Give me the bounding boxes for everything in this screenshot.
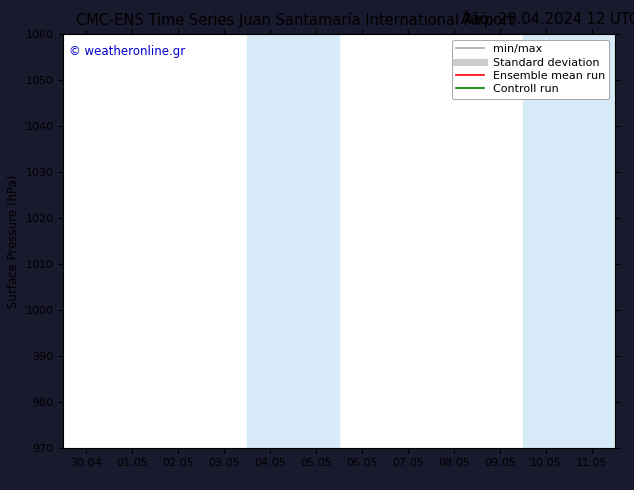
Text: © weatheronline.gr: © weatheronline.gr	[69, 45, 185, 58]
Text: Ääö. 29.04.2024 12 UTC: Ääö. 29.04.2024 12 UTC	[460, 12, 634, 27]
Legend: min/max, Standard deviation, Ensemble mean run, Controll run: min/max, Standard deviation, Ensemble me…	[451, 40, 609, 99]
Bar	[523, 34, 615, 448]
Y-axis label: Surface Pressure (hPa): Surface Pressure (hPa)	[7, 174, 20, 308]
Bar	[247, 34, 339, 448]
Text: CMC-ENS Time Series Juan Santamaría International Airport: CMC-ENS Time Series Juan Santamaría Inte…	[76, 12, 514, 28]
